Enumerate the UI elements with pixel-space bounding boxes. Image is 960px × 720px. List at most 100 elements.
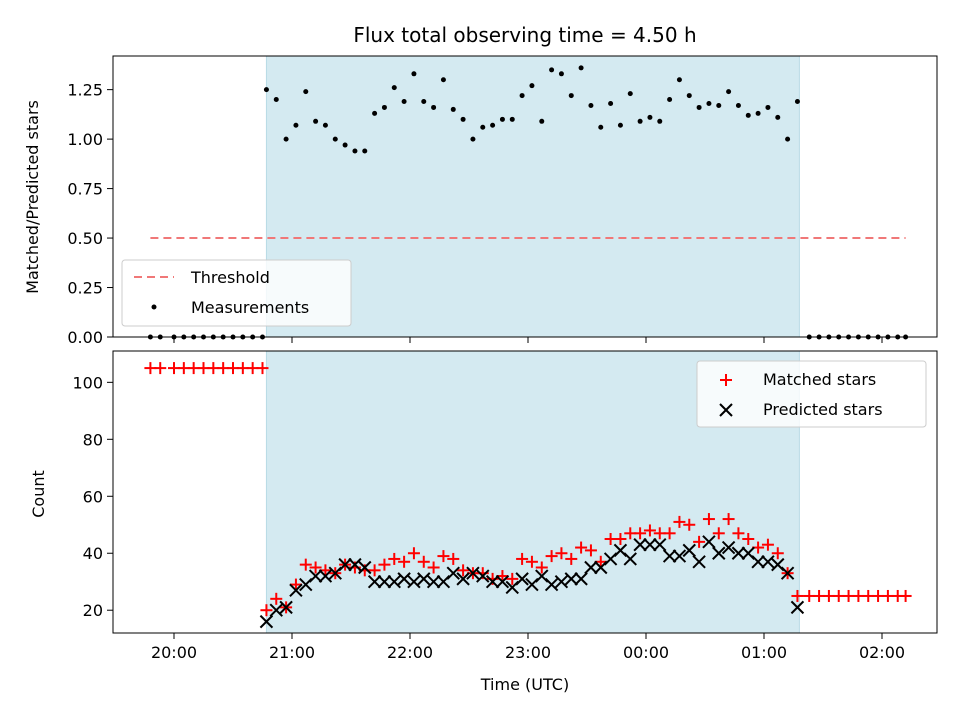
measurement-point bbox=[431, 104, 437, 110]
predicted-star-marker bbox=[623, 552, 637, 566]
matched-star-marker bbox=[398, 555, 411, 568]
matched-star-marker bbox=[732, 527, 745, 540]
predicted-star-marker bbox=[485, 575, 500, 589]
y-tick-label: 40 bbox=[83, 544, 103, 563]
predicted-star-marker bbox=[544, 577, 559, 592]
measurement-point bbox=[519, 93, 525, 99]
matched-star-marker bbox=[154, 362, 167, 375]
measurement-point bbox=[608, 100, 614, 106]
measurement-point bbox=[549, 67, 555, 73]
predicted-star-marker bbox=[446, 566, 460, 580]
measurements-legend-label: Measurements bbox=[191, 298, 309, 317]
measurement-point bbox=[794, 99, 800, 105]
y-tick-label: 100 bbox=[72, 373, 103, 392]
matched-star-marker bbox=[673, 515, 686, 528]
matched-star-marker bbox=[693, 535, 706, 548]
measurement-point bbox=[676, 77, 682, 83]
matched-star-marker bbox=[899, 589, 912, 602]
matched-star-marker bbox=[575, 541, 588, 554]
y-tick-label: 0.00 bbox=[67, 328, 103, 347]
measurement-point bbox=[686, 93, 692, 99]
measurement-point bbox=[558, 71, 564, 77]
bottom-legend: Matched stars Predicted stars bbox=[696, 360, 927, 428]
predicted-star-marker bbox=[564, 572, 578, 586]
predicted-star-marker bbox=[338, 557, 352, 572]
y-tick-label: 80 bbox=[83, 430, 103, 449]
predicted-star-marker bbox=[426, 575, 441, 589]
measurement-point bbox=[637, 118, 643, 124]
matched-star-marker bbox=[761, 538, 774, 551]
matched-star-marker bbox=[388, 552, 401, 565]
measurement-point bbox=[617, 122, 623, 128]
measurement-point bbox=[490, 122, 496, 128]
predicted-star-marker bbox=[377, 575, 392, 589]
measurement-point bbox=[627, 91, 633, 97]
matched-star-marker bbox=[525, 555, 538, 568]
matched-star-marker bbox=[663, 527, 676, 540]
matched-star-marker bbox=[702, 513, 715, 526]
predicted-star-marker bbox=[407, 575, 421, 589]
y-tick-label: 1.00 bbox=[67, 130, 103, 149]
measurement-point bbox=[313, 118, 319, 124]
predicted-star-marker bbox=[259, 614, 274, 629]
measurement-point bbox=[578, 65, 584, 71]
measurement-point bbox=[381, 104, 387, 110]
measurement-point bbox=[765, 104, 771, 110]
predicted-legend-swatch bbox=[719, 403, 733, 417]
matched-star-marker bbox=[722, 513, 735, 526]
predicted-star-marker bbox=[761, 555, 775, 569]
matched-star-marker bbox=[407, 547, 420, 560]
measurement-point bbox=[342, 142, 348, 148]
y-tick-label: 1.25 bbox=[67, 81, 103, 100]
top-y-ticks: 0.00 0.25 0.50 0.75 1.00 1.25 bbox=[67, 81, 113, 347]
threshold-legend-label: Threshold bbox=[190, 268, 270, 287]
matched-star-marker bbox=[457, 564, 470, 577]
bottom-y-axis-label: Count bbox=[29, 470, 48, 518]
measurement-point bbox=[598, 124, 604, 130]
matched-star-marker bbox=[417, 555, 430, 568]
predicted-star-marker bbox=[692, 555, 706, 569]
matched-star-marker bbox=[506, 572, 519, 585]
x-tick-label: 00:00 bbox=[623, 643, 669, 662]
predicted-star-marker bbox=[731, 546, 746, 560]
measurement-point bbox=[735, 102, 741, 108]
measurement-point bbox=[303, 89, 309, 95]
measurement-point bbox=[362, 148, 368, 154]
x-tick-label: 01:00 bbox=[741, 643, 787, 662]
predicted-star-marker bbox=[515, 572, 529, 586]
predicted-star-marker bbox=[662, 549, 677, 563]
matched-star-marker bbox=[584, 544, 597, 557]
predicted-star-marker bbox=[279, 600, 293, 615]
measurement-point bbox=[755, 110, 761, 116]
matched-star-marker bbox=[791, 589, 804, 602]
measurement-point bbox=[470, 136, 476, 142]
matched-star-marker bbox=[447, 552, 460, 565]
bottom-y-ticks: 20 40 60 80 100 bbox=[72, 373, 113, 620]
measurement-point bbox=[657, 118, 663, 124]
predicted-star-marker bbox=[751, 555, 765, 569]
measurement-point bbox=[716, 102, 722, 108]
measurement-point bbox=[480, 124, 486, 130]
measurement-point bbox=[352, 148, 358, 154]
matched-star-marker bbox=[555, 547, 568, 560]
measurement-point bbox=[450, 106, 456, 112]
predicted-star-marker bbox=[358, 560, 372, 575]
predicted-legend-label: Predicted stars bbox=[763, 400, 883, 419]
matched-star-marker bbox=[289, 578, 302, 591]
predicted-star-marker bbox=[780, 566, 795, 580]
measurement-point bbox=[499, 116, 505, 122]
top-axes-frame bbox=[112, 55, 938, 338]
bottom-legend-box bbox=[696, 360, 927, 428]
measurement-point bbox=[411, 71, 417, 77]
x-tick-label: 21:00 bbox=[269, 643, 315, 662]
predicted-star-marker bbox=[397, 572, 411, 586]
matched-star-marker bbox=[535, 561, 548, 574]
top-legend: Threshold Measurements bbox=[121, 259, 352, 327]
measurement-point bbox=[509, 116, 515, 122]
predicted-star-marker bbox=[269, 603, 283, 617]
measurement-point bbox=[529, 83, 535, 89]
predicted-star-marker bbox=[495, 575, 510, 589]
predicted-star-marker bbox=[554, 575, 569, 589]
bottom-x-ticks: 20:00 21:00 22:00 23:00 00:00 01:00 02:00 bbox=[151, 633, 905, 662]
